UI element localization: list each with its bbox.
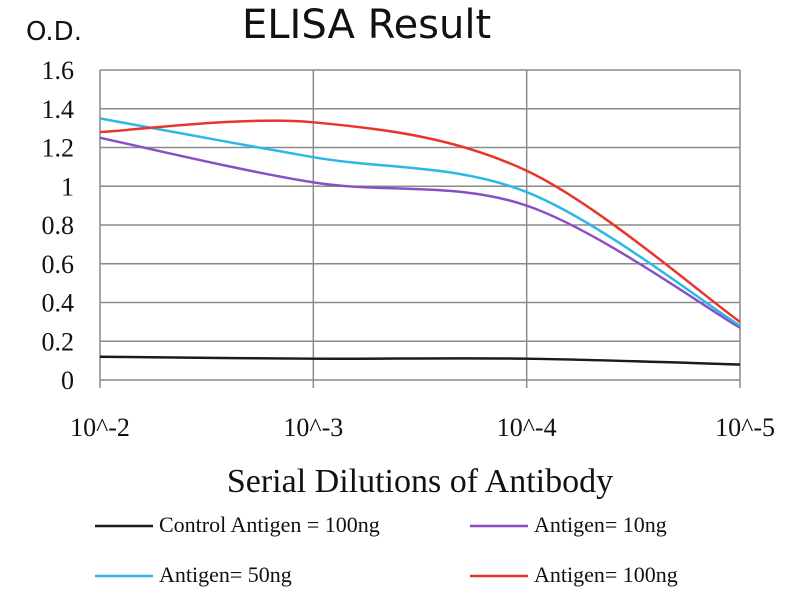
x-axis-label: Serial Dilutions of Antibody [227, 463, 613, 500]
legend: Control Antigen = 100ng Antigen= 10ng Anti… [95, 512, 678, 587]
series-lines [99, 117, 741, 366]
series-line-4 [99, 119, 741, 323]
legend-label: Antigen= 50ng [159, 562, 292, 587]
y-tick-label: 1.4 [42, 95, 75, 124]
x-tick-label: 10^-4 [497, 413, 557, 442]
y-tick-label: 0.4 [42, 289, 75, 318]
y-tick-label: 0.8 [42, 211, 75, 240]
y-tick-label: 0.2 [42, 327, 75, 356]
x-tick-label: 10^-2 [70, 413, 130, 442]
y-tick-label: 0.6 [42, 250, 75, 279]
y-tick-label: 1 [61, 172, 74, 201]
y-tick-label: 1.2 [42, 134, 75, 163]
series-line-1 [99, 355, 741, 366]
gridlines [99, 69, 741, 388]
series-line-2 [99, 136, 741, 329]
legend-label: Antigen= 100ng [534, 562, 678, 587]
y-tick-label: 0 [61, 366, 74, 395]
y-tick-label: 1.6 [42, 56, 75, 85]
x-tick-label: 10^-5 [715, 413, 775, 442]
legend-label: Antigen= 10ng [534, 512, 667, 537]
series-line-3 [99, 117, 741, 327]
y-axis-label: O.D. [26, 17, 82, 47]
legend-label: Control Antigen = 100ng [159, 512, 380, 537]
x-tick-label: 10^-3 [283, 413, 343, 442]
chart-title: ELISA Result [242, 2, 491, 48]
y-tick-labels: 0 0.2 0.4 0.6 0.8 1 1.2 1.4 1.6 [42, 56, 75, 395]
x-tick-labels: 10^-2 10^-3 10^-4 10^-5 [70, 413, 775, 442]
